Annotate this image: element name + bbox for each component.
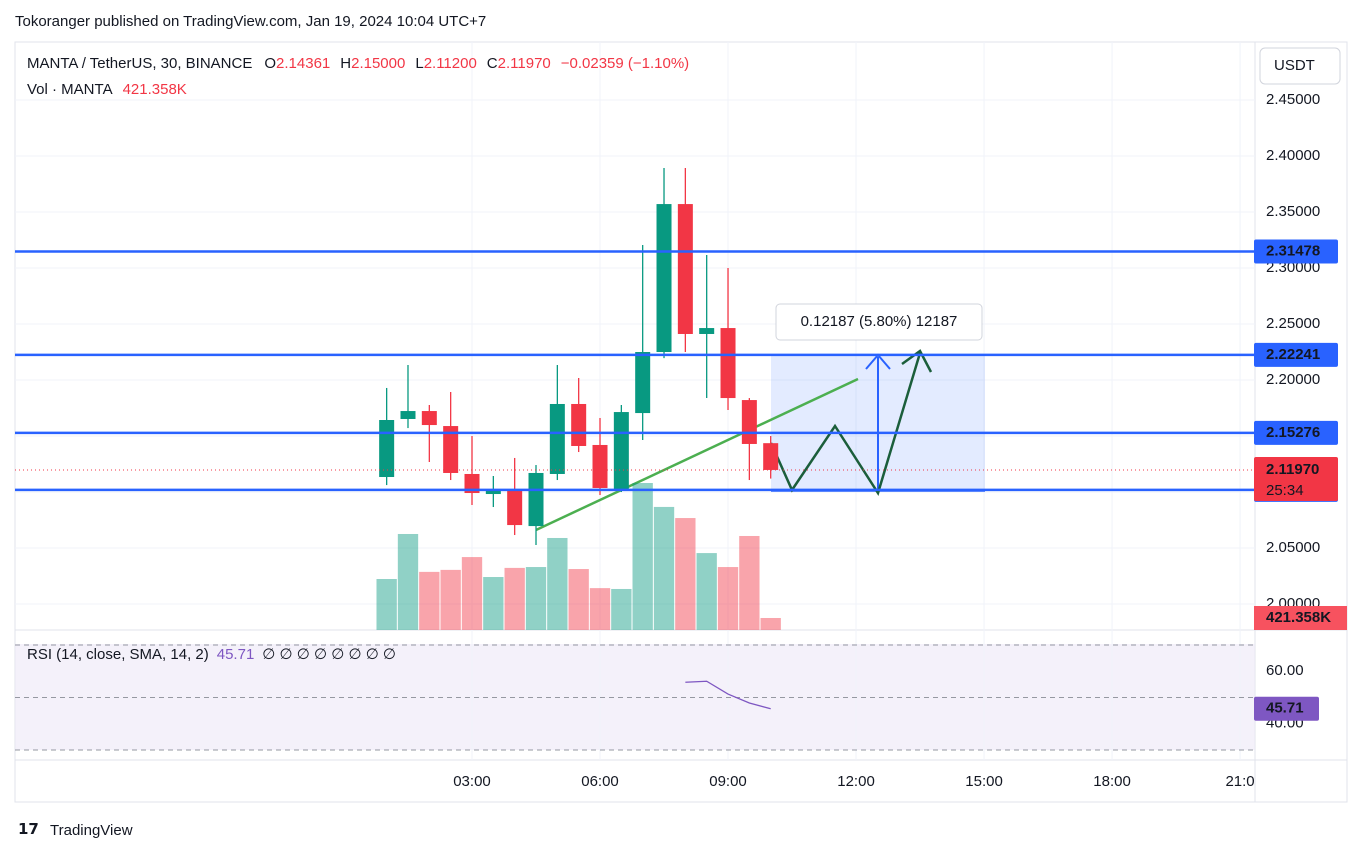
candle-body xyxy=(421,411,437,426)
measure-label-box xyxy=(775,303,983,341)
symbol: MANTA / TetherUS, 30, BINANCE xyxy=(27,55,252,72)
chart-frame xyxy=(14,41,1348,803)
rsi-label-bg xyxy=(1254,696,1319,721)
x-tick-label: 09:00 xyxy=(709,773,747,790)
volume-bar xyxy=(504,567,525,630)
ohlc-value: 2.11970 xyxy=(498,55,551,72)
candle-body xyxy=(741,400,757,444)
logo: 𝟭𝟳 xyxy=(18,821,39,838)
y-tick-label: 2.20000 xyxy=(1266,371,1320,388)
rsi-line xyxy=(685,680,771,710)
y-tick-label: 2.25000 xyxy=(1266,315,1320,332)
candle-body xyxy=(379,420,395,478)
hline-label: 2.15276 xyxy=(1266,424,1320,441)
path-projection xyxy=(769,352,922,496)
y-tick-label: 2.35000 xyxy=(1266,203,1320,220)
volume-bar xyxy=(461,557,483,630)
ohlc-key: C xyxy=(487,55,498,72)
candle-body xyxy=(549,403,565,474)
last-price-label: 2.11970 xyxy=(1266,461,1319,478)
volume-bar xyxy=(547,537,568,630)
volume-bar xyxy=(483,577,504,630)
rsi-placeholders: ∅ ∅ ∅ ∅ ∅ ∅ ∅ ∅ xyxy=(262,646,396,663)
candle-body xyxy=(613,412,629,490)
ohlc-value: 2.11200 xyxy=(424,55,477,72)
hline-label: 2.22241 xyxy=(1266,346,1320,363)
volume-bar xyxy=(397,533,419,630)
hline-label-bg xyxy=(1254,420,1338,445)
rsi-legend: RSI (14, close, SMA, 14, 2) 45.71 ∅ ∅ ∅ ∅ … xyxy=(27,646,396,663)
measure-label: 0.12187 (5.80%) 12187 xyxy=(801,313,958,330)
marks xyxy=(15,168,1255,710)
ohlc-key: L xyxy=(415,55,423,72)
ohlc-value: 2.14361 xyxy=(276,55,330,72)
currency[interactable]: USDT xyxy=(1274,57,1315,74)
rsi-background xyxy=(15,644,1255,750)
volume-bar xyxy=(653,506,675,630)
change: −0.02359 (−1.10%) xyxy=(561,55,689,72)
volume-bar xyxy=(419,571,440,630)
header: Tokoranger published on TradingView.com,… xyxy=(15,13,486,30)
last-price-bg xyxy=(1254,456,1338,501)
x-tick-label: 18:00 xyxy=(1093,773,1131,790)
x-tick-label: 03:00 xyxy=(453,773,491,790)
candle-body xyxy=(763,443,779,470)
axis-labels: 2.000002.050002.100002.150002.200002.250… xyxy=(453,91,1347,790)
volume-bar xyxy=(376,579,397,630)
candle-body xyxy=(592,444,608,488)
volume-bar xyxy=(696,553,717,630)
candle-body xyxy=(507,488,523,526)
currency-button[interactable] xyxy=(1259,47,1341,85)
x-tick-label: 21:0 xyxy=(1225,773,1254,790)
y-tick-label: 2.05000 xyxy=(1266,539,1320,556)
volume-name: Vol · MANTA xyxy=(27,81,113,98)
ohlc-key: H xyxy=(340,55,351,72)
volume-bar xyxy=(568,569,589,630)
volume-bar xyxy=(717,567,739,630)
y-tick-label: 2.45000 xyxy=(1266,91,1320,108)
volume-bar xyxy=(525,567,547,630)
rsi-value: 45.71 xyxy=(217,646,255,663)
volume-legend: Vol · MANTA 421.358K xyxy=(27,81,187,98)
candle-body xyxy=(528,472,544,527)
candle-body xyxy=(571,403,587,446)
rsi-name: RSI (14, close, SMA, 14, 2) xyxy=(27,646,209,663)
footer: TradingView xyxy=(50,822,133,839)
volume-value: 421.358K xyxy=(123,81,187,98)
x-tick-label: 06:00 xyxy=(581,773,619,790)
candle-body xyxy=(677,204,693,334)
volume-bar xyxy=(632,483,653,630)
path-arrowhead xyxy=(901,349,933,373)
ohlc-key: O xyxy=(264,55,276,72)
volume-label: 421.358K xyxy=(1266,609,1331,626)
candle-body xyxy=(485,490,501,495)
volume-bar xyxy=(739,535,760,630)
ohlc-value: 2.15000 xyxy=(351,55,405,72)
y-tick-label: 2.40000 xyxy=(1266,147,1320,164)
volume-bar xyxy=(589,588,611,630)
volume-label-bg xyxy=(1254,606,1347,630)
candle-body xyxy=(464,473,480,494)
volume-bar xyxy=(440,569,461,630)
x-tick-label: 15:00 xyxy=(965,773,1003,790)
rsi-label: 45.71 xyxy=(1266,700,1304,717)
hline-label: 2.31478 xyxy=(1266,242,1320,259)
legend: MANTA / TetherUS, 30, BINANCE O2.14361 H2.… xyxy=(27,55,689,72)
rsi-tick-label: 60.00 xyxy=(1266,662,1304,679)
countdown: 25:34 xyxy=(1266,482,1304,499)
candle-body xyxy=(656,204,672,353)
candle-body xyxy=(400,411,416,419)
candle-body xyxy=(699,328,715,334)
volume-bar xyxy=(760,617,781,630)
volume-bar xyxy=(611,588,632,630)
hline-label-bg xyxy=(1254,342,1338,367)
x-tick-label: 12:00 xyxy=(837,773,875,790)
candle-body xyxy=(720,328,736,399)
volume-bar xyxy=(675,518,696,630)
trend-line xyxy=(535,377,859,532)
candle-body xyxy=(635,352,651,414)
candle-body xyxy=(443,426,459,473)
hline-label-bg xyxy=(1254,239,1338,264)
